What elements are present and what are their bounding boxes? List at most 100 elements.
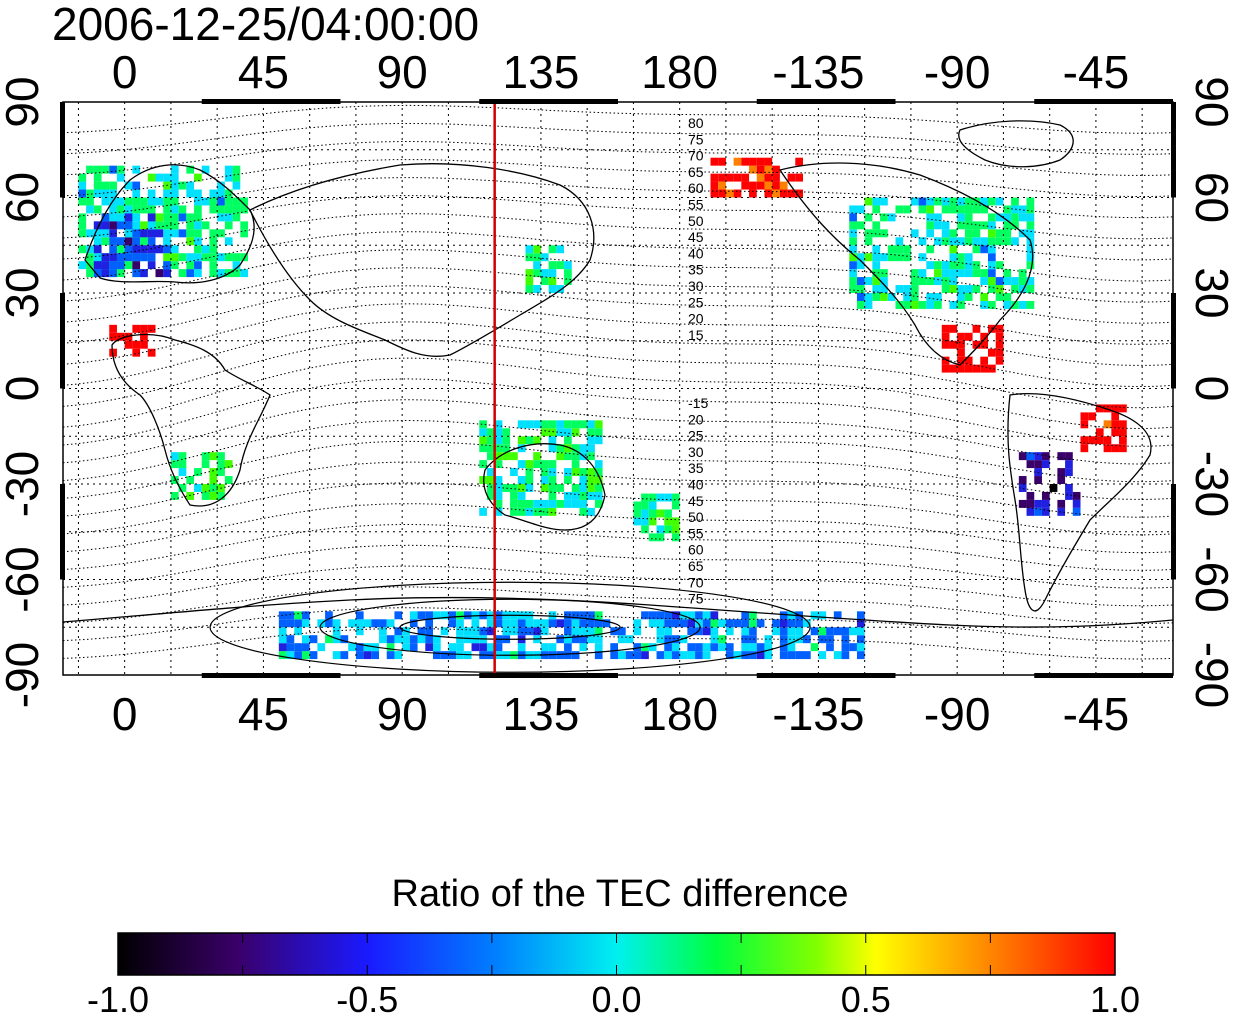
region-australia [479, 420, 603, 516]
tec-cell [78, 197, 87, 206]
tec-cell [564, 277, 572, 286]
tec-cell [217, 229, 225, 238]
tec-cell [918, 300, 927, 309]
tec-cell [826, 627, 834, 636]
tec-cell [579, 476, 588, 484]
lat-label-left: 90 [0, 76, 48, 127]
tec-cell [810, 611, 819, 620]
tec-cell [864, 253, 873, 262]
tec-cell [240, 229, 248, 238]
tec-cell [556, 651, 565, 660]
tec-cell [718, 173, 726, 182]
tec-cell [741, 619, 750, 628]
tec-cell [448, 651, 457, 660]
tec-cell [803, 635, 811, 644]
tec-cell [779, 651, 788, 660]
tec-cell [163, 189, 171, 198]
tec-cell [155, 229, 164, 238]
tec-cell [764, 643, 773, 652]
tec-cell [648, 533, 657, 542]
tec-cell [186, 253, 195, 262]
tec-cell [548, 277, 557, 286]
tec-cell [988, 277, 996, 286]
tec-cell [479, 460, 487, 469]
lat-label-left: 60 [0, 172, 48, 223]
tec-cell [671, 643, 680, 652]
tec-cell [278, 643, 287, 652]
tec-cell [772, 189, 780, 198]
tec-cell [779, 619, 788, 628]
tec-cell [194, 245, 202, 254]
tec-cell [371, 651, 380, 660]
tec-cell [1003, 213, 1012, 222]
tec-cell [494, 476, 503, 484]
tec-cell [124, 261, 133, 270]
lon-label-top: 45 [238, 46, 289, 98]
tec-cell [425, 627, 433, 636]
tec-cell [1088, 436, 1096, 445]
tec-cell [456, 635, 464, 644]
tec-cell [941, 205, 950, 214]
tec-cell [957, 285, 965, 293]
tec-cell [756, 181, 765, 190]
tec-cell [533, 627, 541, 636]
tec-cell [109, 324, 117, 333]
tec-cell [810, 643, 819, 652]
tec-cell [749, 635, 757, 644]
tec-cell [170, 173, 179, 182]
tec-cell [849, 261, 857, 270]
tec-cell [756, 173, 765, 182]
frame-bar [60, 484, 65, 580]
tec-cell [995, 261, 1004, 270]
region-brazil [1080, 404, 1127, 453]
tec-cell [710, 611, 719, 620]
tec-cell [795, 651, 803, 660]
tec-cell [772, 165, 780, 174]
tec-cell [93, 253, 102, 262]
tec-cell [926, 293, 935, 301]
tec-cell [725, 173, 734, 182]
tec-cell [918, 197, 927, 206]
tec-cell [379, 627, 387, 636]
tec-cell [964, 205, 973, 214]
tec-cell [101, 221, 110, 230]
tec-cell [510, 468, 518, 477]
tec-cell [486, 444, 495, 453]
tec-cell [625, 635, 634, 644]
tec-cell [417, 635, 426, 644]
tec-cell [502, 444, 511, 453]
tec-cell [93, 165, 102, 174]
tec-cell [903, 245, 911, 254]
tec-cell [988, 237, 996, 246]
tec-cell [194, 173, 202, 182]
tec-cell [587, 611, 595, 620]
tec-cell [787, 643, 796, 652]
region-north-america [849, 197, 1035, 309]
tec-cell [880, 253, 888, 262]
tec-cell [116, 253, 125, 262]
tec-cell [934, 197, 942, 206]
tec-cell [972, 340, 981, 349]
tec-cell [733, 157, 742, 166]
tec-cell [941, 197, 950, 206]
tec-cell [594, 627, 603, 636]
tec-cell [980, 293, 988, 301]
tec-cell [895, 253, 904, 262]
tec-cell [556, 428, 565, 437]
tec-cell [818, 651, 827, 660]
tec-cell [93, 205, 102, 214]
lat-label-left: -60 [0, 546, 48, 612]
tec-cell [594, 651, 603, 660]
lat-label-right: 30 [1186, 267, 1238, 318]
tec-cell [540, 460, 549, 469]
tec-cell [494, 428, 503, 437]
tec-cell [571, 499, 580, 508]
tec-cell [818, 635, 827, 644]
tec-cell [895, 245, 904, 254]
tec-cell [479, 436, 487, 445]
tec-cell [702, 651, 711, 660]
tec-cell [425, 635, 433, 644]
tec-cell [964, 332, 973, 341]
tec-cell [988, 229, 996, 238]
contour-label-north: 50 [688, 213, 704, 229]
